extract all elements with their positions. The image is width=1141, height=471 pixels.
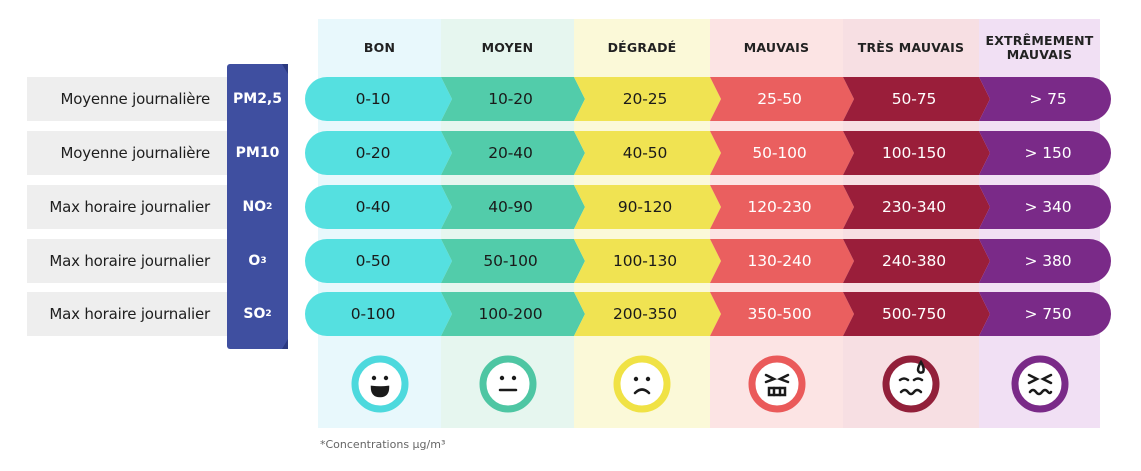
pollutant-subscript: 3 [260, 256, 267, 266]
cell-value: 50-75 [891, 90, 937, 108]
band-segment [710, 185, 854, 229]
band-segment [441, 131, 585, 175]
band-segment [305, 185, 452, 229]
pollutant-column [227, 64, 288, 349]
pollutant-subscript: 2 [266, 202, 273, 212]
band-segment [441, 292, 585, 336]
band-segment [574, 131, 721, 175]
cell-value: 90-120 [617, 198, 673, 216]
cell-value: > 75 [1029, 90, 1067, 108]
band-segment [305, 292, 452, 336]
cell-value: 25-50 [757, 90, 802, 108]
neutral-face-icon [477, 353, 539, 419]
band-segment [710, 239, 854, 283]
band-segment [305, 77, 452, 121]
band-segment [441, 185, 585, 229]
band-segment [574, 292, 721, 336]
band-segment [843, 131, 990, 175]
row-metric-label: Moyenne journalière [60, 90, 210, 108]
band-segment [710, 131, 854, 175]
pollutant-label: PM10 [227, 131, 288, 175]
cell-value: 0-50 [355, 252, 391, 270]
cell-value: 500-750 [881, 305, 947, 323]
cell-value: 120-230 [747, 198, 812, 216]
cell-value: 130-240 [747, 252, 812, 270]
band-segment [843, 185, 990, 229]
cell-value: > 340 [1024, 198, 1072, 216]
cell-value: 10-20 [488, 90, 533, 108]
cell-value: 100-200 [478, 305, 543, 323]
sick-face-icon [1009, 353, 1071, 419]
band-segment [710, 77, 854, 121]
category-header: EXTRÊMEMENT MAUVAIS [985, 32, 1094, 62]
row-metric-label: Max horaire journalier [49, 305, 210, 323]
cell-value: 350-500 [747, 305, 812, 323]
cell-value: 240-380 [881, 252, 947, 270]
cell-value: 50-100 [483, 252, 538, 270]
cell-value: 0-100 [350, 305, 396, 323]
band-segment [979, 185, 1111, 229]
pollutant-column-notch-top [282, 64, 288, 74]
pollutant-subscript: 2 [265, 309, 272, 319]
category-header: TRÈS MAUVAIS [857, 39, 965, 55]
pollutant-name: SO [243, 306, 266, 322]
band-segment [843, 239, 990, 283]
cell-value: 200-350 [612, 305, 678, 323]
pollutant-name: PM2,5 [233, 91, 282, 107]
row-metric-label: Max horaire journalier [49, 198, 210, 216]
angry-face-icon [746, 353, 808, 419]
band-segment [979, 131, 1111, 175]
happy-face-icon [349, 353, 411, 419]
cell-value: 0-10 [355, 90, 391, 108]
category-header: DÉGRADÉ [607, 39, 677, 55]
pollutant-label: NO 2 [227, 185, 288, 229]
band-segment [574, 185, 721, 229]
cell-value: 0-40 [355, 198, 391, 216]
category-header: MOYEN [481, 39, 534, 55]
category-header: MAUVAIS [743, 39, 810, 55]
sweating-face-icon [880, 353, 942, 419]
row-metric-label: Moyenne journalière [60, 144, 210, 162]
band-segment [843, 292, 990, 336]
pollutant-column-notch-bottom [282, 339, 288, 349]
cell-value: 230-340 [881, 198, 947, 216]
cell-value: > 150 [1024, 144, 1072, 162]
pollutant-label: SO 2 [227, 292, 288, 336]
cell-value: 0-20 [355, 144, 391, 162]
band-segment [574, 239, 721, 283]
pollutant-label: PM2,5 [227, 77, 288, 121]
band-segment [441, 239, 585, 283]
pollutant-name: O [248, 253, 261, 269]
band-segment [843, 77, 990, 121]
band-segment [979, 292, 1111, 336]
band-segment [441, 77, 585, 121]
pollutant-name: PM10 [235, 145, 280, 161]
cell-value: 40-50 [622, 144, 668, 162]
category-header: BON [363, 39, 396, 55]
band-segment [710, 292, 854, 336]
footnote: *Concentrations µg/m³ [320, 438, 446, 451]
cell-value: > 750 [1024, 305, 1072, 323]
band-segment [979, 239, 1111, 283]
cell-value: 40-90 [488, 198, 533, 216]
sad-face-icon [611, 353, 673, 419]
cell-value: 100-130 [612, 252, 678, 270]
cell-value: > 380 [1024, 252, 1072, 270]
pollutant-name: NO [242, 199, 267, 215]
band-segment [979, 77, 1111, 121]
band-segment [305, 131, 452, 175]
cell-value: 20-40 [488, 144, 533, 162]
cell-value: 100-150 [881, 144, 947, 162]
row-metric-label: Max horaire journalier [49, 252, 210, 270]
band-segment [574, 77, 721, 121]
cell-value: 50-100 [752, 144, 807, 162]
band-segment [305, 239, 452, 283]
cell-value: 20-25 [622, 90, 668, 108]
